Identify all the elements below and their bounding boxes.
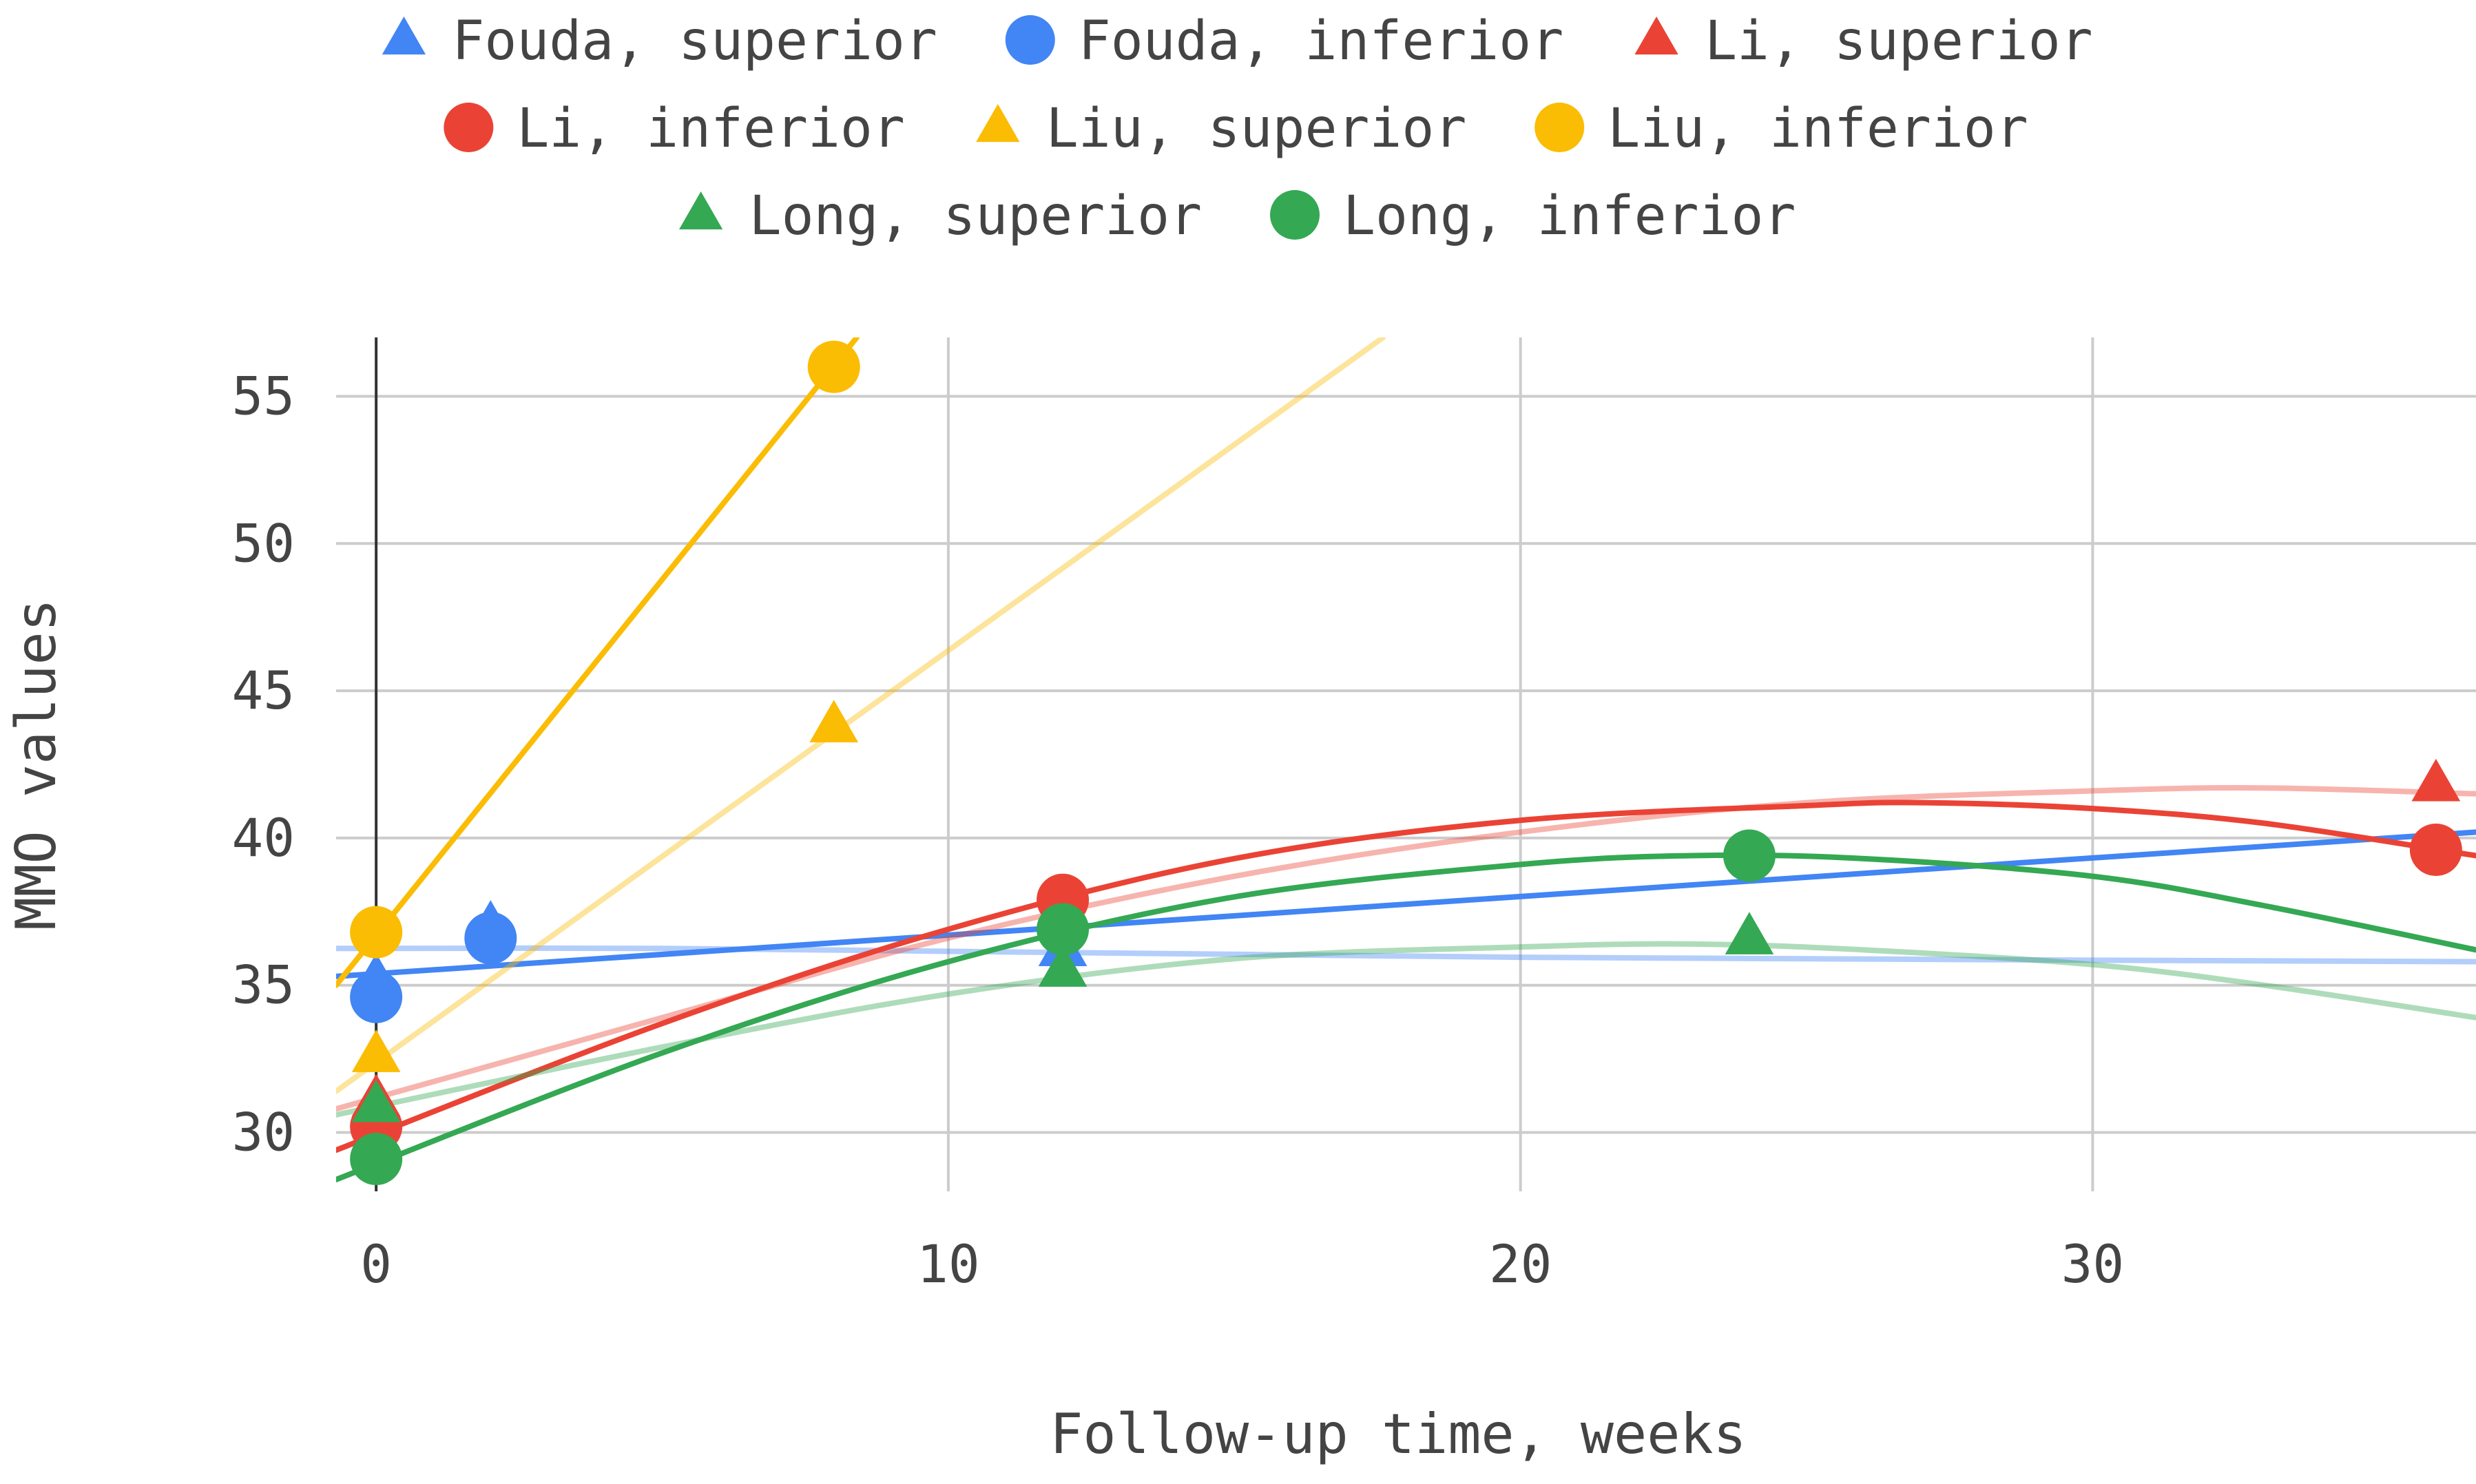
trend-line <box>336 800 2476 1153</box>
y-tick-label: 50 <box>231 512 295 574</box>
legend-item: Fouda, inferior <box>1005 10 1563 72</box>
trend-line <box>336 852 2476 1182</box>
legend-label: Long, superior <box>749 185 1202 247</box>
x-tick-label: 10 <box>917 1233 980 1295</box>
legend: Fouda, superior Fouda, inferior Li, superi… <box>382 10 2093 247</box>
legend-label: Li, inferior <box>517 98 905 160</box>
legend-item: Fouda, superior <box>382 10 937 72</box>
legend-item: Liu, superior <box>976 98 1466 160</box>
data-point <box>350 1132 403 1185</box>
data-point <box>351 1080 401 1122</box>
y-axis-title: MMO values <box>4 598 68 930</box>
data-point <box>1723 829 1776 882</box>
y-tick-label: 35 <box>231 954 295 1016</box>
data-point <box>464 912 517 965</box>
legend-triangle-icon <box>976 104 1020 143</box>
legend-item: Liu, inferior <box>1535 98 2028 160</box>
x-tick-label: 30 <box>2061 1233 2125 1295</box>
data-point <box>350 906 403 959</box>
legend-item: Long, superior <box>678 185 1202 247</box>
trend-line <box>336 337 1386 1094</box>
legend-triangle-icon <box>1634 17 1678 55</box>
y-tick-label: 55 <box>231 366 295 427</box>
y-tick-label: 40 <box>231 807 295 868</box>
x-axis-title: Follow-up time, weeks <box>1050 1402 1746 1466</box>
x-tick-label: 0 <box>360 1233 392 1295</box>
trend-lines <box>336 337 2476 1182</box>
data-point <box>2411 758 2461 802</box>
legend-circle-icon <box>1535 103 1585 152</box>
legend-circle-icon <box>1005 15 1055 65</box>
y-tick-label: 45 <box>231 660 295 721</box>
grid-lines <box>336 337 2476 1191</box>
legend-label: Li, superior <box>1705 10 2093 72</box>
trend-line <box>336 945 2476 965</box>
legend-label: Liu, superior <box>1046 98 1466 160</box>
data-point <box>351 1030 401 1072</box>
data-point <box>350 970 403 1023</box>
data-point <box>809 700 859 742</box>
data-point <box>2409 824 2462 876</box>
data-point <box>1725 912 1774 954</box>
legend-label: Long, inferior <box>1343 185 1796 247</box>
data-point <box>1038 944 1088 987</box>
legend-circle-icon <box>444 103 494 152</box>
data-point <box>807 340 860 393</box>
y-tick-label: 30 <box>231 1101 295 1162</box>
trend-line <box>336 337 860 988</box>
x-tick-label: 20 <box>1489 1233 1552 1295</box>
data-points <box>350 340 2462 1185</box>
legend-label: Fouda, inferior <box>1079 10 1563 72</box>
legend-circle-icon <box>1270 190 1320 240</box>
legend-label: Fouda, superior <box>452 10 937 72</box>
legend-item: Long, inferior <box>1270 185 1796 247</box>
legend-label: Liu, inferior <box>1608 98 2028 160</box>
legend-item: Li, superior <box>1634 10 2093 72</box>
legend-triangle-icon <box>678 191 723 230</box>
tick-labels: 30 35 40 45 50 55 0 10 20 30 <box>231 366 2124 1295</box>
trend-line <box>336 829 2476 979</box>
trend-line <box>336 941 2476 1118</box>
legend-item: Li, inferior <box>444 98 905 160</box>
data-point <box>1037 903 1090 956</box>
legend-triangle-icon <box>382 17 426 55</box>
